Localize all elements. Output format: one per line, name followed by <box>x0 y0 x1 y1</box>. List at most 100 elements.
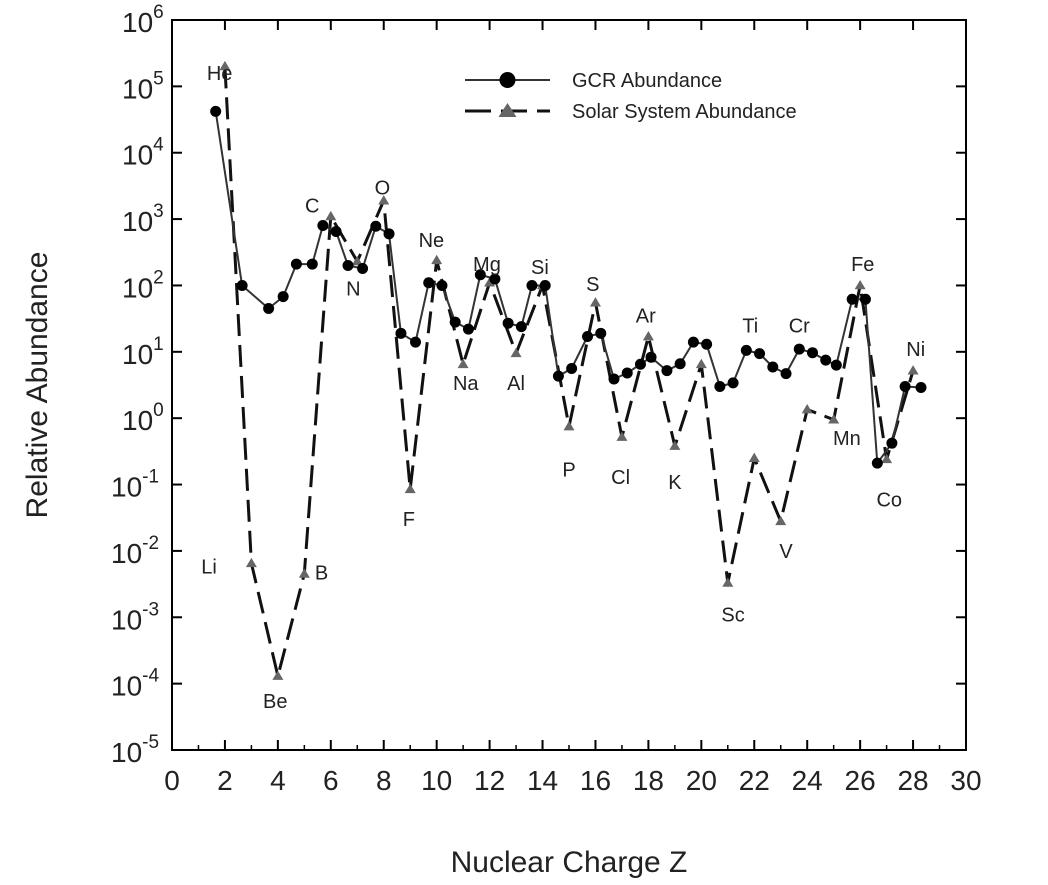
data-point-triangle <box>219 60 231 71</box>
x-axis-title: Nuclear Charge Z <box>451 846 688 879</box>
data-point-circle <box>539 279 551 291</box>
data-point-triangle <box>669 440 681 450</box>
data-point-circle <box>423 277 435 289</box>
data-point-circle <box>436 279 448 291</box>
data-point-circle <box>502 317 514 329</box>
y-tick-label: 103 <box>122 201 164 237</box>
element-label: S <box>586 274 599 296</box>
data-point-circle <box>714 381 726 393</box>
x-tick-label: 4 <box>270 765 286 796</box>
data-point-triangle <box>695 358 707 369</box>
element-label: Ar <box>636 306 656 328</box>
data-point-triangle <box>748 452 760 462</box>
data-point-circle <box>330 226 342 238</box>
element-label: Mg <box>473 254 501 276</box>
data-point-circle <box>621 367 633 379</box>
data-point-circle <box>290 258 302 270</box>
data-point-triangle <box>351 255 363 266</box>
data-point-triangle <box>722 577 734 587</box>
y-tick-label: 10-2 <box>111 533 159 569</box>
data-point-circle <box>634 358 646 370</box>
data-point-circle <box>474 269 486 281</box>
data-point-triangle <box>378 195 390 205</box>
data-point-circle <box>871 457 883 469</box>
legend-marker-triangle <box>498 103 517 117</box>
series-line-circle <box>214 111 922 465</box>
data-point-triangle <box>404 483 416 494</box>
y-tick-label: 101 <box>122 334 164 370</box>
x-tick-label: 16 <box>580 765 611 796</box>
data-point-circle <box>740 344 752 356</box>
data-point-triangle <box>298 568 310 578</box>
data-point-circle <box>595 327 607 339</box>
data-point-circle <box>449 316 461 328</box>
y-tick-label: 104 <box>122 135 164 171</box>
data-point-circle <box>754 348 766 360</box>
data-point-triangle <box>431 254 443 265</box>
element-label: Mn <box>833 428 861 450</box>
data-point-circle <box>357 263 369 275</box>
element-label: He <box>207 63 233 85</box>
data-point-circle <box>806 347 818 359</box>
data-point-circle <box>566 363 578 375</box>
data-point-circle <box>462 323 474 335</box>
element-label: Be <box>263 691 287 713</box>
data-point-circle <box>409 336 421 348</box>
x-tick-label: 30 <box>950 765 981 796</box>
data-point-triangle <box>484 277 496 287</box>
element-label: N <box>346 278 360 300</box>
x-tick-label: 24 <box>792 765 823 796</box>
data-point-circle <box>859 293 871 305</box>
data-point-circle <box>661 365 673 377</box>
y-tick-label: 102 <box>122 267 164 303</box>
legend-label: Solar System Abundance <box>572 101 797 123</box>
data-point-triangle <box>775 515 787 526</box>
element-label: P <box>562 459 575 481</box>
data-point-circle <box>767 361 779 373</box>
data-point-circle <box>608 373 620 385</box>
data-point-circle <box>727 377 739 389</box>
x-tick-label: 28 <box>897 765 928 796</box>
data-point-triangle <box>325 210 337 221</box>
y-tick-label: 106 <box>122 2 164 38</box>
data-point-circle <box>915 381 927 393</box>
x-tick-label: 12 <box>474 765 505 796</box>
element-label: Al <box>507 373 525 395</box>
data-point-circle <box>383 228 395 240</box>
legend-marker-circle <box>499 72 516 88</box>
data-point-circle <box>489 273 501 285</box>
legend-label: GCR Abundance <box>572 70 722 92</box>
data-point-circle <box>277 291 289 303</box>
data-point-triangle <box>881 453 893 464</box>
data-point-circle <box>830 359 842 371</box>
data-point-circle <box>236 279 248 291</box>
data-point-circle <box>886 437 898 449</box>
y-axis-title: Relative Abundance <box>21 252 54 519</box>
x-tick-label: 14 <box>527 765 558 796</box>
element-label: Na <box>453 373 479 395</box>
element-label: Sc <box>721 605 744 627</box>
data-point-circle <box>210 105 222 117</box>
data-point-circle <box>317 220 329 232</box>
data-point-circle <box>687 336 699 348</box>
data-point-circle <box>899 381 911 393</box>
element-label: Co <box>876 489 902 511</box>
data-point-triangle <box>272 670 284 680</box>
x-tick-label: 0 <box>164 765 180 796</box>
data-point-circle <box>515 321 527 333</box>
data-point-circle <box>395 327 407 339</box>
element-label: V <box>779 541 793 563</box>
x-tick-label: 18 <box>633 765 664 796</box>
data-point-triangle <box>907 365 919 375</box>
y-tick-label: 100 <box>122 400 164 436</box>
data-point-triangle <box>616 431 628 441</box>
data-point-circle <box>820 354 832 366</box>
element-label: Ne <box>419 230 445 252</box>
data-point-circle <box>701 338 713 350</box>
data-point-circle <box>846 293 858 305</box>
y-tick-label: 105 <box>122 68 164 104</box>
element-label: B <box>315 563 328 585</box>
data-point-circle <box>552 370 564 382</box>
data-point-triangle <box>642 331 654 341</box>
x-tick-label: 8 <box>376 765 392 796</box>
